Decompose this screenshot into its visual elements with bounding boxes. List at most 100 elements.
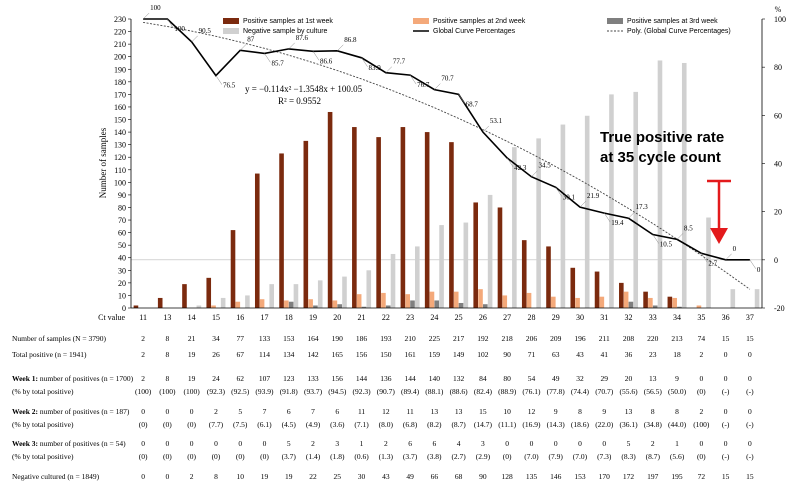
table-cell: (92.3) xyxy=(352,387,371,396)
x-tick-label: 34 xyxy=(673,313,681,322)
y-tick-label: 110 xyxy=(114,166,126,175)
table-cell: 2 xyxy=(141,350,145,359)
table-cell: 49 xyxy=(552,374,560,383)
bar xyxy=(390,253,396,308)
table-cell: (50.0) xyxy=(668,387,687,396)
bar xyxy=(551,296,556,308)
y-tick-label: 220 xyxy=(114,28,126,37)
table-cell: (8.0) xyxy=(379,420,394,429)
table-cell: 13 xyxy=(431,407,439,416)
table-cell: (8.3) xyxy=(621,452,636,461)
percentage-line-group: 100 100 90.5 76.5 87 85.7 87.6 86.6 86.8 83.9 77.7… xyxy=(142,4,761,274)
table-cell: 24 xyxy=(212,374,220,383)
bar xyxy=(643,291,648,308)
bar xyxy=(206,277,212,308)
table-cell: (0) xyxy=(697,387,706,396)
table-cell: (-) xyxy=(746,420,754,429)
legend-label: Negative sample by culture xyxy=(243,28,328,35)
table-cell: 62 xyxy=(236,374,244,383)
table-cell: 156 xyxy=(332,374,344,383)
y-tick-label: 230 xyxy=(114,15,126,24)
table-cell: (5.6) xyxy=(670,452,685,461)
table-cell: 114 xyxy=(259,350,270,359)
y2-tick-label: 60 xyxy=(774,111,782,120)
y-tick-label: 200 xyxy=(114,53,126,62)
table-cell: (0) xyxy=(697,452,706,461)
x-tick-label: 22 xyxy=(382,313,390,322)
percentage-label: 30.1 xyxy=(563,193,576,201)
table-cell: 206 xyxy=(526,334,538,343)
percentage-label: 76.5 xyxy=(223,82,236,90)
legend-label: Poly. (Global Curve Percentages) xyxy=(627,28,731,35)
bar xyxy=(196,305,202,308)
percentage-label-leader xyxy=(604,212,611,223)
table-cell: 63 xyxy=(552,350,560,359)
table-cell: 186 xyxy=(356,334,368,343)
bar xyxy=(434,300,440,308)
table-cell: 0 xyxy=(141,407,145,416)
percentage-label: 19.4 xyxy=(611,219,624,227)
table-cell: (-) xyxy=(722,452,730,461)
table-cell: 217 xyxy=(453,334,465,343)
table-cell: 1 xyxy=(675,439,679,448)
table-cell: (0) xyxy=(503,452,512,461)
percentage-label: 42.3 xyxy=(514,164,527,172)
table-cell: (0) xyxy=(236,452,245,461)
bar xyxy=(381,292,386,308)
table-cell: (6.1) xyxy=(257,420,272,429)
bar xyxy=(619,282,624,308)
table-cell: (22.0) xyxy=(595,420,614,429)
table-cell: 2 xyxy=(141,334,145,343)
x-tick-label: 18 xyxy=(285,313,293,322)
bar xyxy=(429,291,435,308)
x-tick-label: 15 xyxy=(212,313,220,322)
table-cell: 12 xyxy=(528,407,536,416)
table-cell: (100) xyxy=(159,387,176,396)
table-cell: 0 xyxy=(554,439,558,448)
table-cell: 71 xyxy=(528,350,536,359)
table-cell: (93.7) xyxy=(304,387,323,396)
table-cell: (7.0) xyxy=(524,452,539,461)
bar xyxy=(648,297,653,308)
percentage-label-leader xyxy=(167,18,174,29)
table-cell: 5 xyxy=(287,439,291,448)
table-cell: (100) xyxy=(693,420,710,429)
table-cell: 54 xyxy=(528,374,536,383)
percentage-label: 83.9 xyxy=(369,64,382,72)
table-cell: 195 xyxy=(671,472,683,481)
table-row-label: (% by total positive) xyxy=(12,452,74,461)
bar xyxy=(327,111,333,308)
table-cell: (0) xyxy=(163,452,172,461)
table-cell: 209 xyxy=(550,334,562,343)
table-cell: (2.9) xyxy=(476,452,491,461)
bar xyxy=(526,292,532,308)
table-cell: 164 xyxy=(307,334,319,343)
percentage-label: 76.7 xyxy=(417,81,430,89)
trendline-equation: y = −0.114x² −1.3548x + 100.05 xyxy=(245,84,363,94)
bar xyxy=(497,207,503,308)
x-tick-label: 21 xyxy=(358,313,366,322)
y-tick-label: 50 xyxy=(118,241,126,250)
table-cell: 9 xyxy=(554,407,558,416)
annotation-line-2: at 35 cycle count xyxy=(600,149,721,166)
table-cell: 8 xyxy=(675,407,679,416)
table-cell: (3.8) xyxy=(427,452,442,461)
bar xyxy=(560,124,566,309)
table-cell: 123 xyxy=(283,374,295,383)
table-cell: 12 xyxy=(382,407,390,416)
table-cell: (91.8) xyxy=(280,387,299,396)
table-cell: (100) xyxy=(135,387,152,396)
table-cell: (92.5) xyxy=(231,387,250,396)
bar xyxy=(449,142,454,308)
y-tick-label: 130 xyxy=(114,141,126,150)
percentage-label-leader xyxy=(409,74,417,85)
table-cell: 193 xyxy=(380,334,392,343)
y2-axis-label: % xyxy=(775,5,782,14)
bar xyxy=(754,289,760,308)
bar xyxy=(182,284,187,308)
table-cell: (0) xyxy=(187,452,196,461)
bar xyxy=(337,304,342,308)
table-cell: 0 xyxy=(699,439,703,448)
bar xyxy=(521,240,527,308)
